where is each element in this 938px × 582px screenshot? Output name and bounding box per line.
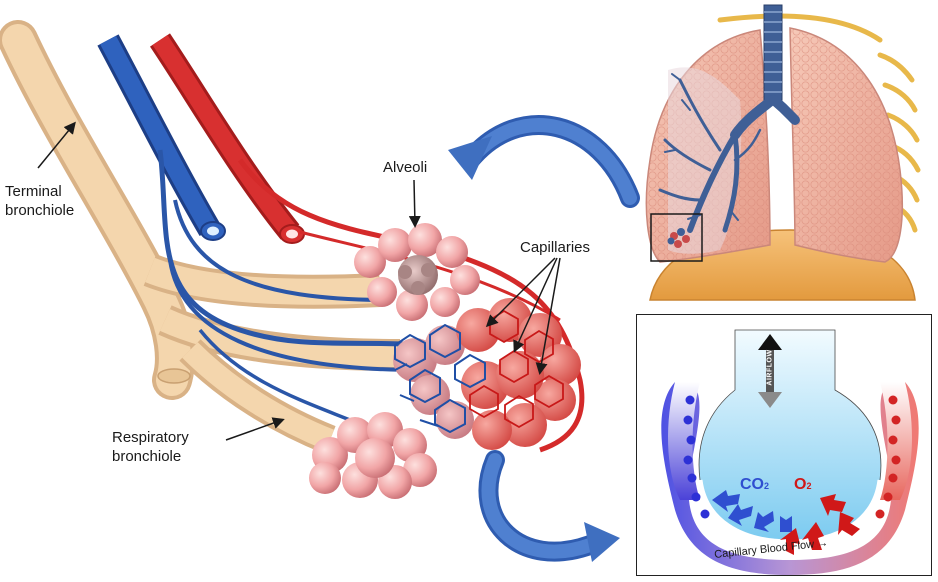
terminal-bronchiole-label: Terminal bronchiole [5,183,75,219]
label-leaders [37,121,561,441]
mini-alveoli [667,228,690,248]
capillaries-pointer-1 [485,257,556,328]
terminal-bronchiole-pointer [37,121,76,169]
alveoli-cluster-capillaries [393,298,581,450]
capillary-left-tube [668,382,700,500]
curved-arrow-top [448,115,640,208]
alveoli-pointer [408,179,421,228]
alveoli-cluster-top [354,223,480,321]
blood-cells-left [683,395,710,519]
co2-arrows [712,490,792,532]
alveoli-label: Alveoli [383,159,428,176]
o2-subscript: 2 [806,481,812,491]
lungs-illustration [645,4,921,301]
capillaries-pointer-2 [513,257,558,353]
capillaries-pointer-3 [535,257,561,375]
curved-arrow-bottom [478,450,620,562]
airflow-label: AIRFLOW [766,349,774,386]
bronchiole-tree [0,20,401,454]
alveoli-cluster-bottom [309,412,437,499]
pulmonary-artery [150,33,585,453]
gas-exchange-inset [637,315,931,575]
o2-label: O2 [794,476,811,494]
zoom-region-box [650,213,703,262]
respiratory-bronchiole-label: Respiratory bronchiole [112,429,189,465]
respiratory-bronchiole-pointer [225,417,285,441]
capillaries-label: Capillaries [520,239,591,256]
co2-label: CO2 [740,476,769,494]
airflow-arrow [758,334,782,408]
bronchial-tree [658,73,800,233]
blood-cells-right [875,395,901,519]
o2-arrows [780,494,860,555]
co2-subscript: 2 [764,481,770,491]
gas-exchange-frame [636,314,932,576]
pulmonary-vein [97,34,421,422]
o2-main: O [794,476,807,493]
co2-main: CO [740,476,764,493]
